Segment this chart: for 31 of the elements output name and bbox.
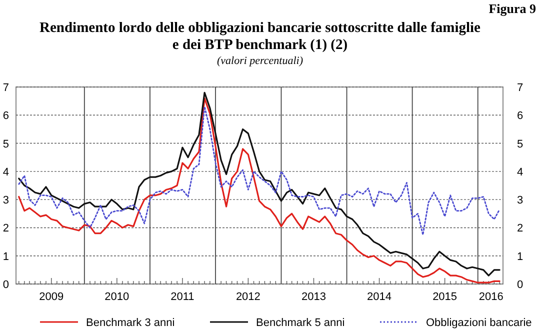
x-tick-label: 2012 bbox=[236, 291, 260, 303]
y2-tick-label: 6 bbox=[517, 110, 524, 122]
y-tick-label: 7 bbox=[2, 82, 9, 94]
y-tick-label: 5 bbox=[2, 138, 9, 150]
x-tick-label: 2014 bbox=[367, 291, 392, 303]
x-tick-label: 2015 bbox=[432, 291, 458, 303]
y2-tick-label: 5 bbox=[517, 138, 524, 150]
legend-label: Benchmark 5 anni bbox=[256, 317, 345, 329]
x-tick-label: 2016 bbox=[478, 291, 504, 303]
y-tick-label: 4 bbox=[2, 166, 9, 178]
chart-subtitle: (valori percentuali) bbox=[216, 55, 304, 67]
legend-label: Obbligazioni bancarie bbox=[426, 317, 532, 329]
y-tick-label: 0 bbox=[2, 279, 9, 291]
y2-tick-label: 3 bbox=[517, 194, 524, 207]
y2-tick-label: 1 bbox=[517, 250, 524, 263]
x-tick-label: 2013 bbox=[301, 291, 326, 303]
y2-tick-label: 4 bbox=[517, 166, 524, 178]
y2-tick-label: 2 bbox=[517, 222, 524, 235]
x-tick-label: 2009 bbox=[39, 291, 64, 303]
legend-label: Benchmark 3 anni bbox=[86, 317, 175, 329]
y-tick-label: 3 bbox=[2, 194, 9, 207]
y-tick-label: 6 bbox=[2, 110, 9, 122]
line-series bbox=[18, 106, 500, 236]
x-tick-label: 2011 bbox=[170, 291, 194, 303]
chart-title: Rendimento lordo delle obbligazioni bancarie sottoscritte dalle famiglie e dei BTP benchmark (1) (2) bbox=[40, 20, 482, 53]
text: Figura 9 bbox=[488, 1, 536, 16]
y-tick-label: 2 bbox=[2, 222, 9, 235]
y2-tick-label: 7 bbox=[517, 82, 524, 94]
x-tick-label: 2010 bbox=[104, 291, 130, 303]
y-tick-label: 1 bbox=[2, 250, 9, 263]
y2-tick-label: 0 bbox=[517, 279, 524, 291]
